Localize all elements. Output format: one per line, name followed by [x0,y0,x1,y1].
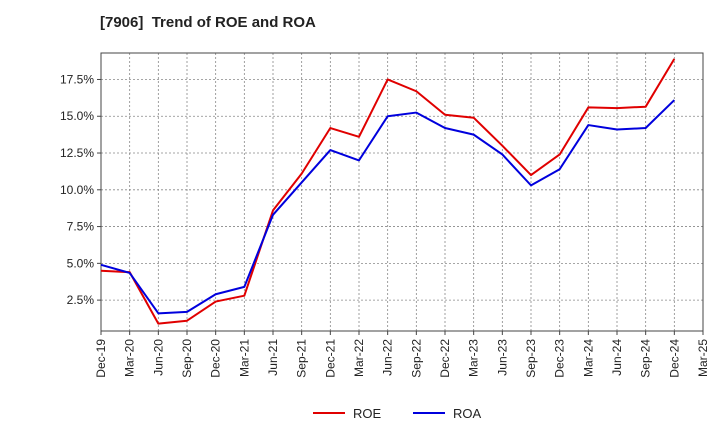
x-tick-label: Mar-22 [352,339,366,377]
x-tick-label: Jun-20 [151,339,165,376]
x-tick-label: Mar-20 [123,339,137,377]
x-tick-label: Mar-21 [237,339,251,377]
x-tick-label: Dec-24 [667,339,681,378]
legend-label-roe: ROE [353,406,382,421]
y-axis: 2.5% 5.0% 7.5% 10.0% 12.5% 15.0% 17.5% [60,72,101,307]
grid-lines [101,53,703,331]
series-line-roa [100,99,676,315]
x-tick-label: Dec-22 [438,339,452,378]
x-tick-label: Sep-20 [180,339,194,378]
y-tick-label: 15.0% [60,109,94,123]
x-tick-label: Jun-23 [495,339,509,376]
series-line-roe [100,58,676,325]
x-tick-label: Dec-21 [323,339,337,378]
legend-label-roa: ROA [453,406,482,421]
series-lines [100,58,676,325]
x-tick-label: Dec-19 [94,339,108,378]
y-tick-label: 12.5% [60,146,94,160]
x-tick-label: Jun-22 [381,339,395,376]
legend: ROE ROA [313,406,482,421]
x-tick-label: Jun-21 [266,339,280,376]
x-tick-label: Jun-24 [610,339,624,376]
x-tick-label: Mar-24 [581,339,595,377]
chart-title: [7906] Trend of ROE and ROA [100,14,316,31]
plot-area-frame [100,52,704,332]
x-axis: Dec-19 Mar-20 Jun-20 Sep-20 Dec-20 Mar-21 Jun-… [94,331,710,378]
x-tick-label: Mar-23 [467,339,481,377]
y-tick-label: 17.5% [60,72,94,86]
x-tick-label: Mar-25 [696,339,710,377]
x-tick-label: Dec-20 [209,339,223,378]
x-tick-label: Sep-24 [639,339,653,378]
y-tick-label: 10.0% [60,183,94,197]
y-tick-label: 5.0% [67,256,95,270]
y-tick-label: 7.5% [67,220,95,234]
x-tick-label: Sep-22 [409,339,423,378]
x-tick-label: Dec-23 [553,339,567,378]
y-tick-label: 2.5% [67,293,95,307]
x-tick-label: Sep-23 [524,339,538,378]
x-tick-label: Sep-21 [295,339,309,378]
